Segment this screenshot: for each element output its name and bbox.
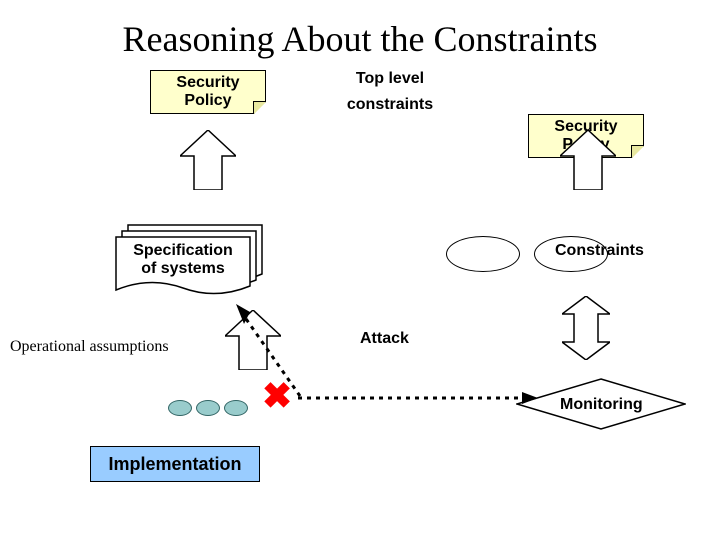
diagram-canvas: Reasoning About the Constraints Security… bbox=[0, 0, 720, 540]
arrow-up-left-top-icon bbox=[180, 130, 236, 190]
impl-blob-3 bbox=[224, 400, 248, 416]
implementation-label: Implementation bbox=[108, 454, 241, 475]
attack-arrow-right-icon bbox=[298, 390, 538, 406]
security-policy-left-box: Security Policy bbox=[150, 70, 266, 114]
implementation-box: Implementation bbox=[90, 446, 260, 482]
page-title: Reasoning About the Constraints bbox=[0, 18, 720, 60]
constraints-right-label: Constraints bbox=[555, 242, 644, 260]
impl-blob-2 bbox=[196, 400, 220, 416]
red-x-icon: ✖ bbox=[262, 378, 292, 414]
top-level-label: Top level bbox=[315, 70, 465, 88]
impl-blob-1 bbox=[168, 400, 192, 416]
monitoring-label: Monitoring bbox=[560, 396, 643, 414]
constraints-center-label: constraints bbox=[315, 96, 465, 114]
spec-label: Specification of systems bbox=[115, 242, 251, 279]
security-policy-left-label: Security Policy bbox=[176, 74, 239, 111]
arrow-up-right-top-icon bbox=[560, 130, 616, 190]
constraints-ellipse-left bbox=[446, 236, 520, 272]
attack-label: Attack bbox=[360, 330, 409, 348]
arrow-double-right-icon bbox=[562, 296, 610, 360]
operational-assumptions-label: Operational assumptions bbox=[10, 338, 169, 356]
spec-stack: Specification of systems bbox=[115, 224, 275, 304]
